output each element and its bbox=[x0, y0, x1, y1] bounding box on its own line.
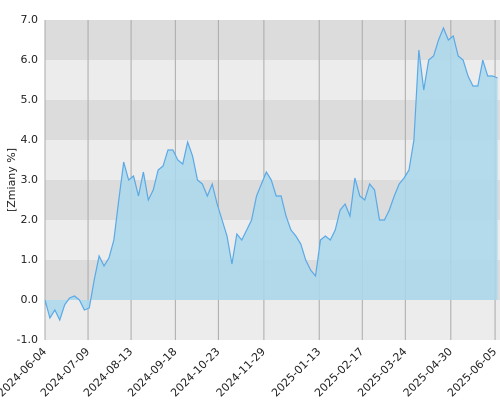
background-band bbox=[45, 20, 500, 60]
y-tick-label: 3.0 bbox=[21, 173, 39, 186]
y-tick-label: 0.0 bbox=[21, 293, 39, 306]
y-tick-label: 6.0 bbox=[21, 53, 39, 66]
data-line bbox=[44, 26, 498, 322]
y-tick-label: 5.0 bbox=[21, 93, 39, 106]
y-tick-label: 4.0 bbox=[21, 133, 39, 146]
area-fill bbox=[45, 28, 498, 320]
background-band bbox=[45, 300, 500, 340]
y-axis-label: [Zmiany %] bbox=[5, 148, 18, 212]
x-tick-label: 2024-11-29 bbox=[214, 345, 268, 399]
y-tick-label: -1.0 bbox=[17, 333, 38, 346]
y-tick-label: 7.0 bbox=[21, 13, 39, 26]
y-tick-label: 2.0 bbox=[21, 213, 39, 226]
y-tick-label: 1.0 bbox=[21, 253, 39, 266]
